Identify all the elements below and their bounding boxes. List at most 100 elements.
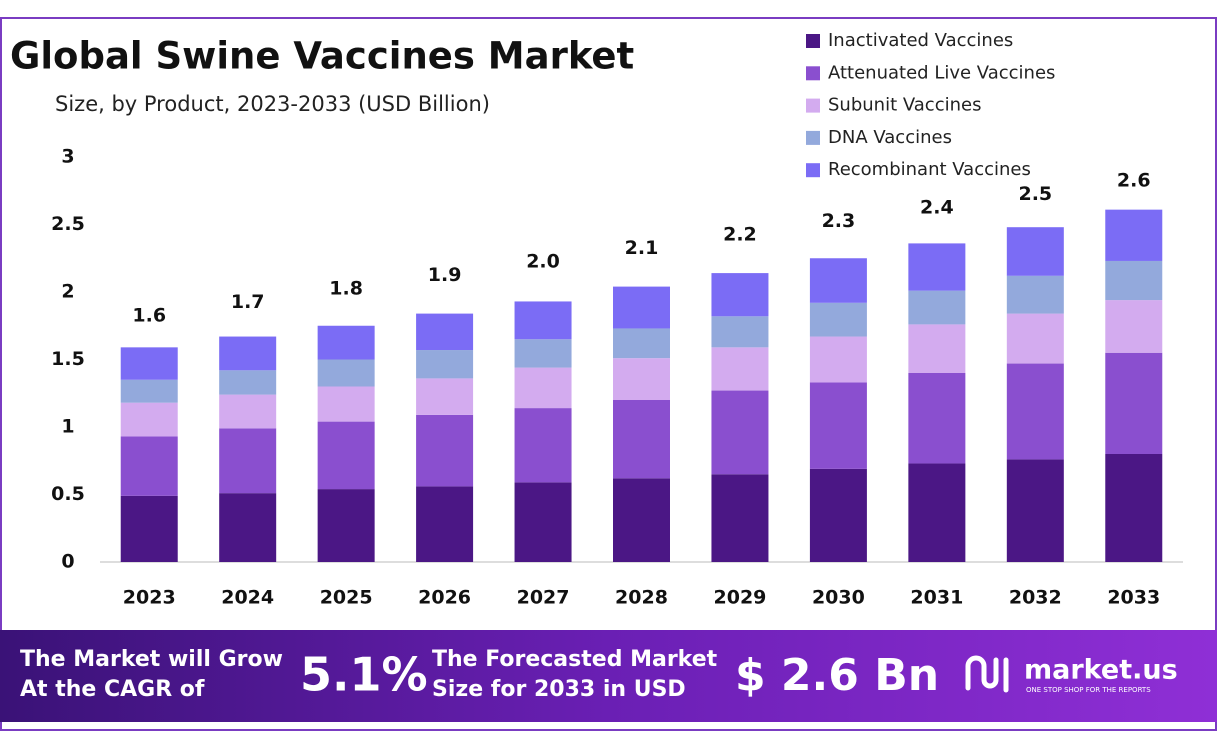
bar-segment <box>317 325 375 360</box>
bar-segment <box>416 414 474 487</box>
bar-segment <box>1006 313 1064 364</box>
footer-text: The Market will Grow <box>20 647 283 672</box>
x-tick-label: 2030 <box>812 587 865 609</box>
total-label: 2.2 <box>723 224 757 246</box>
footer-text: Size for 2033 in USD <box>432 677 686 702</box>
legend-label: Recombinant Vaccines <box>828 159 1031 180</box>
bar-segment <box>317 489 375 562</box>
x-tick-label: 2031 <box>910 587 963 609</box>
legend-swatch <box>806 34 820 48</box>
x-tick-label: 2025 <box>320 587 373 609</box>
bar-segment <box>908 290 966 325</box>
bar-segment <box>908 324 966 373</box>
bar-segment <box>317 386 375 422</box>
legend-swatch <box>806 98 820 113</box>
bar-segment <box>711 390 769 475</box>
bar-segment <box>317 359 375 387</box>
brand-logo <box>965 655 1009 693</box>
bar-segment <box>219 428 277 494</box>
bar-segment <box>317 421 375 490</box>
y-tick-label: 3 <box>61 146 74 168</box>
bar-segment <box>120 402 178 437</box>
total-label: 1.8 <box>329 278 363 300</box>
bar-segment <box>1105 260 1163 301</box>
y-tick-label: 1.5 <box>51 348 85 370</box>
total-label: 2.5 <box>1018 183 1052 205</box>
bar-segment <box>514 367 572 409</box>
x-tick-label: 2023 <box>123 587 176 609</box>
total-label: 2.1 <box>625 237 659 259</box>
forecast-value: $ 2.6 Bn <box>735 650 939 701</box>
x-tick-label: 2024 <box>221 587 274 609</box>
legend-label: Attenuated Live Vaccines <box>828 62 1055 83</box>
bar-segment <box>1006 275 1064 314</box>
bar-segment <box>1006 363 1064 460</box>
bar-segment <box>1006 227 1064 276</box>
bar-segment <box>809 302 867 337</box>
bar-segment <box>416 486 474 562</box>
bar-segment <box>120 436 178 496</box>
x-tick-label: 2033 <box>1107 587 1160 609</box>
bar-segment <box>120 495 178 562</box>
bar-segment <box>219 336 277 371</box>
bar-segment <box>416 313 474 351</box>
chart-subtitle: Size, by Product, 2023-2033 (USD Billion… <box>55 92 490 116</box>
bar-segment <box>1105 209 1163 261</box>
x-tick-label: 2026 <box>418 587 471 609</box>
bar-segment <box>809 336 867 383</box>
bar-segment <box>120 379 178 403</box>
chart-title: Global Swine Vaccines Market <box>10 35 634 78</box>
legend-label: Subunit Vaccines <box>828 95 981 116</box>
cagr-value: 5.1% <box>300 648 428 702</box>
y-tick-label: 2 <box>61 281 74 303</box>
bar-segment <box>219 394 277 429</box>
bar-segment <box>219 370 277 395</box>
total-label: 2.6 <box>1117 170 1151 192</box>
bar-segment <box>219 493 277 562</box>
total-label: 1.7 <box>231 291 265 313</box>
total-label: 2.4 <box>920 197 954 219</box>
total-label: 1.9 <box>428 264 462 286</box>
bar-segment <box>908 373 966 464</box>
x-tick-label: 2028 <box>615 587 668 609</box>
y-tick-label: 0.5 <box>51 483 85 505</box>
x-tick-label: 2029 <box>714 587 767 609</box>
bar-segment <box>809 258 867 303</box>
x-tick-label: 2027 <box>517 587 570 609</box>
bar-segment <box>711 474 769 562</box>
footer-banner <box>0 630 1217 722</box>
bar-segment <box>613 358 670 400</box>
y-tick-label: 1 <box>61 416 74 438</box>
bar-segment <box>613 400 670 479</box>
logo-icon <box>965 655 999 691</box>
bar-segment <box>1006 459 1064 562</box>
total-label: 2.0 <box>526 251 560 273</box>
bar-segment <box>514 301 572 340</box>
legend-label: DNA Vaccines <box>828 127 952 148</box>
bar-segment <box>711 347 769 391</box>
bar-segment <box>711 273 769 317</box>
brand-name: market.us <box>1024 655 1178 686</box>
bar-segment <box>416 350 474 379</box>
legend-swatch <box>806 130 820 145</box>
footer-text: The Forecasted Market <box>432 647 718 672</box>
bar-segment <box>613 286 670 329</box>
footer-text: At the CAGR of <box>20 677 205 702</box>
bar-segment <box>613 328 670 359</box>
frame <box>0 17 1217 731</box>
legend-swatch <box>806 66 820 81</box>
bar-segment <box>1105 454 1163 562</box>
total-label: 1.6 <box>132 305 166 327</box>
y-tick-label: 2.5 <box>51 213 85 235</box>
bar-segment <box>908 463 966 562</box>
x-tick-label: 2032 <box>1009 587 1062 609</box>
legend-swatch <box>806 163 820 178</box>
bar-segment <box>809 468 867 562</box>
bar-segment <box>514 408 572 483</box>
bar-segment <box>908 243 966 291</box>
bar-segment <box>1105 352 1163 454</box>
bar-segment <box>809 382 867 469</box>
total-label: 2.3 <box>822 210 856 232</box>
